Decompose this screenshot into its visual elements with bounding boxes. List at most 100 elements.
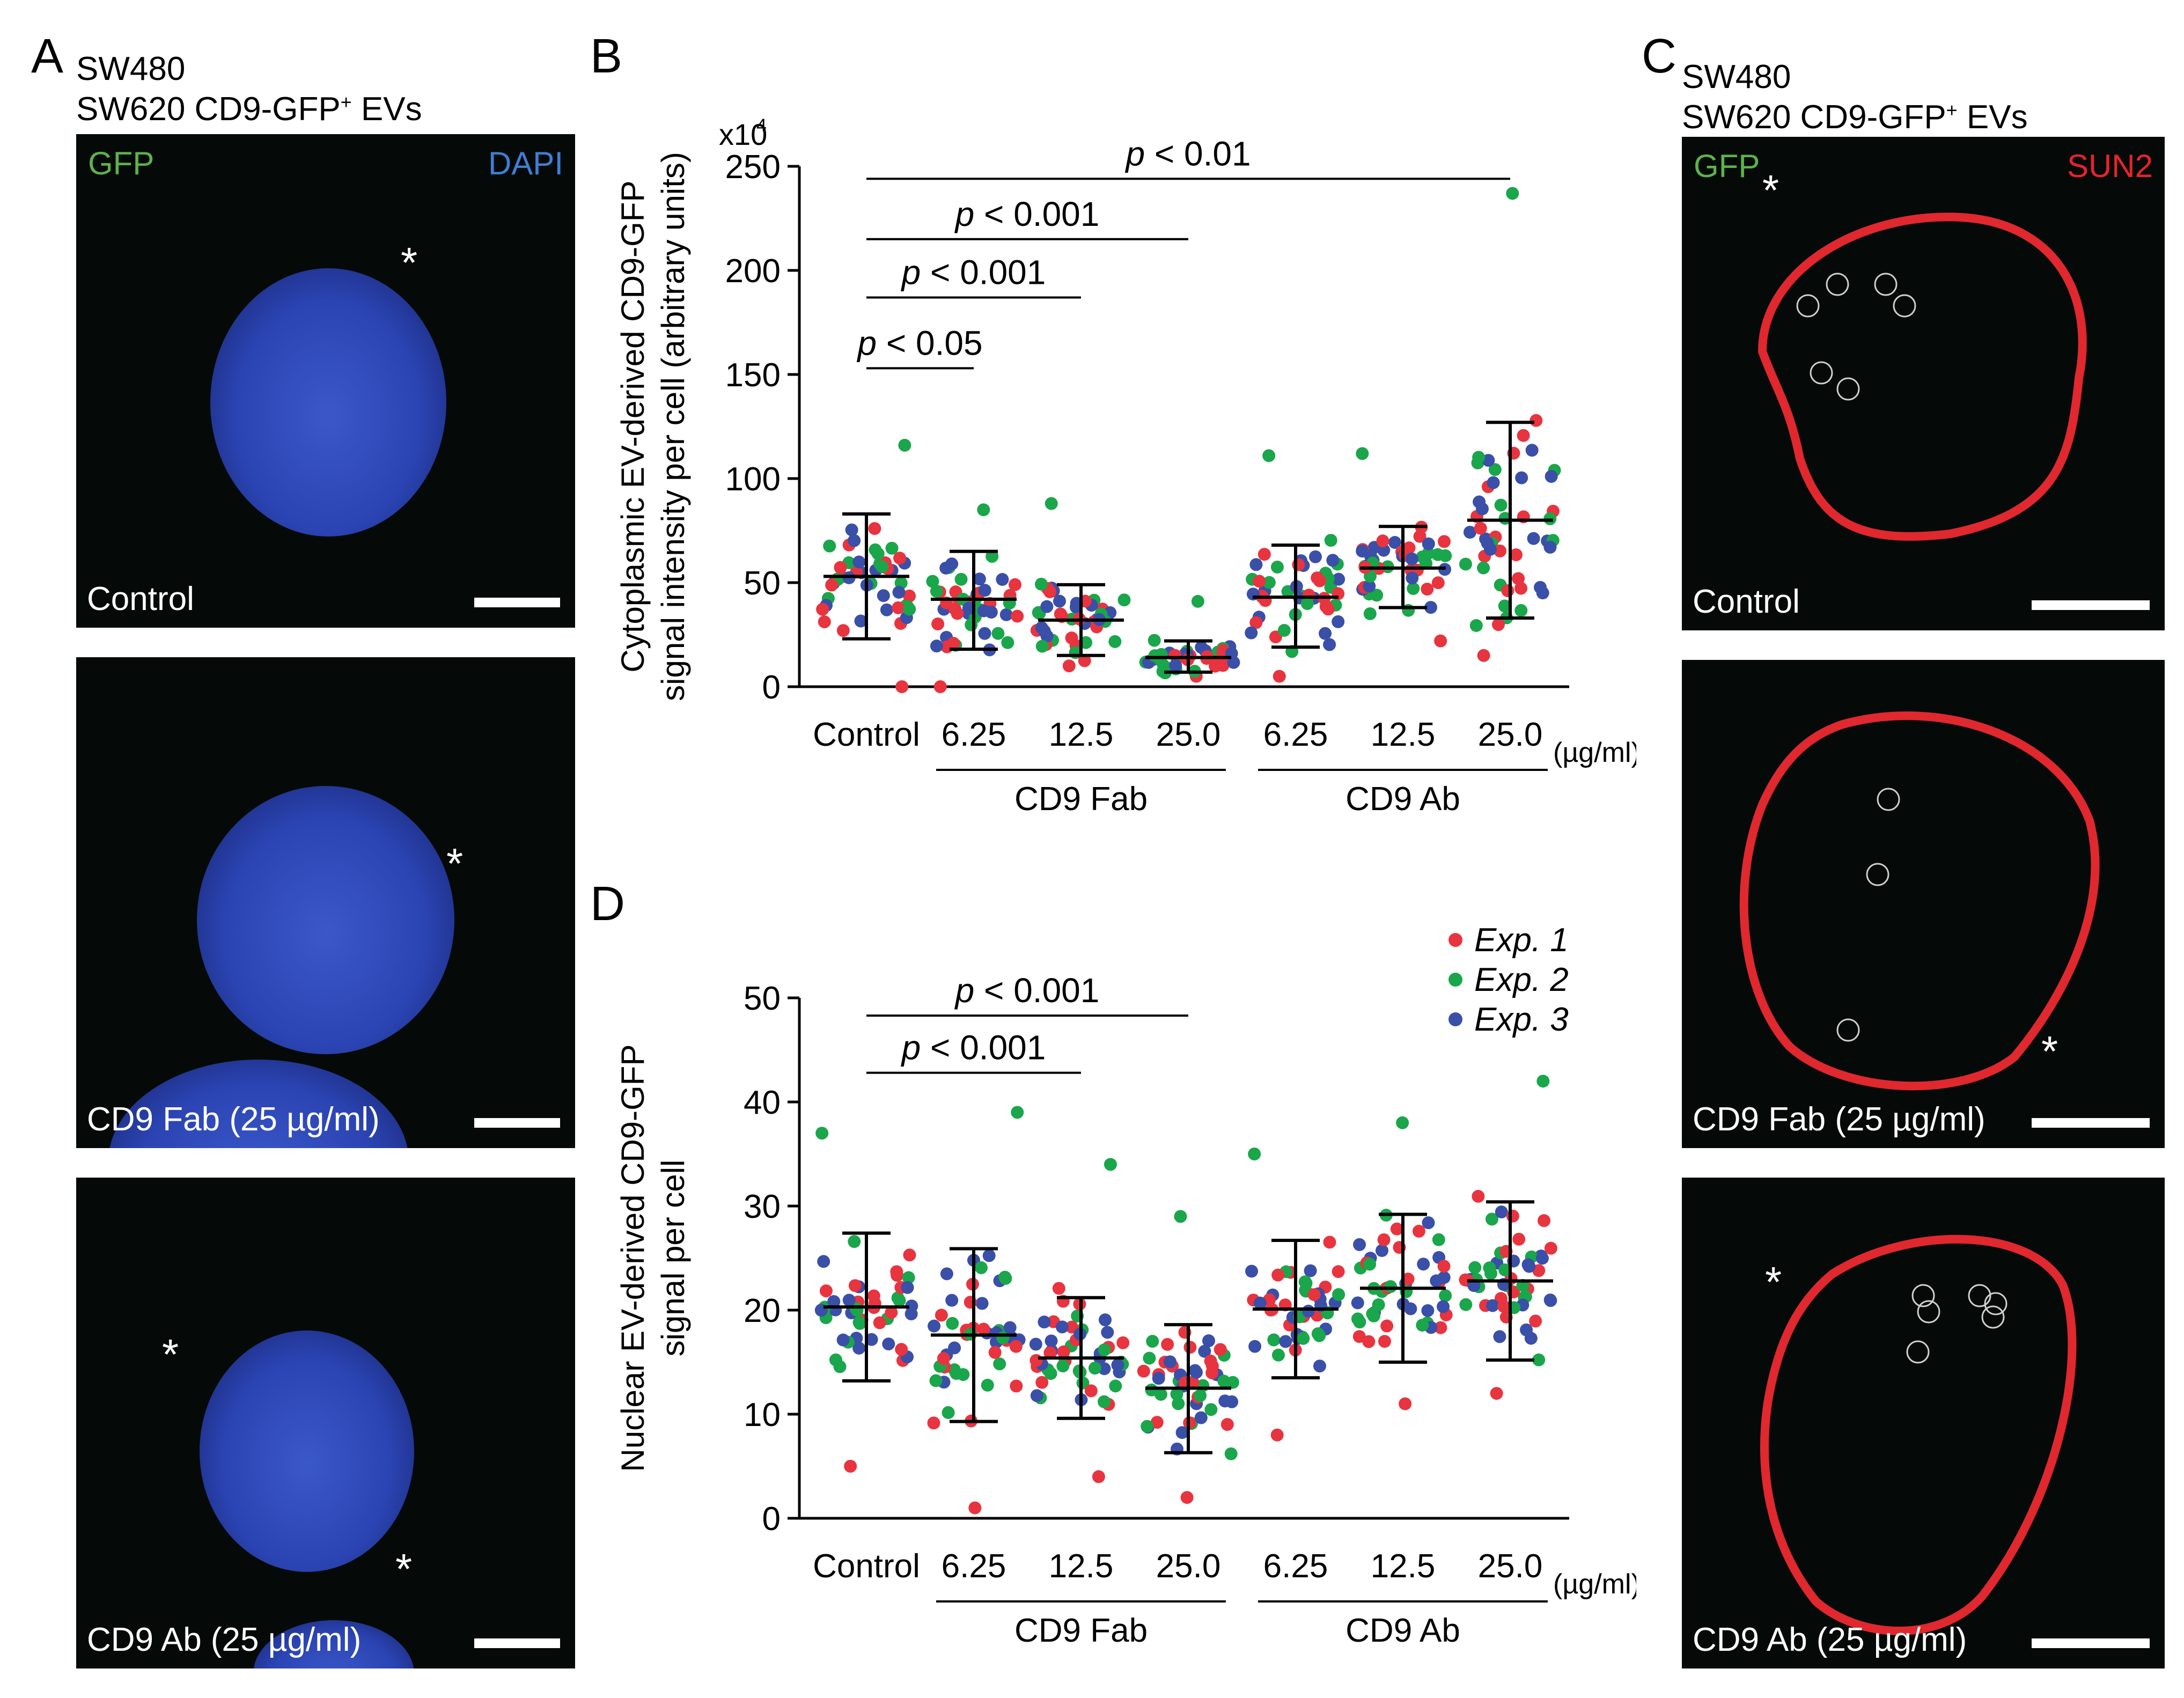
panel-c-header-line2: SW620 CD9-GFP+ EVs xyxy=(1682,99,2028,136)
legend-item-exp1: Exp. 1 xyxy=(1448,920,1569,960)
data-point xyxy=(1439,1289,1452,1303)
data-point xyxy=(819,1284,833,1298)
data-point xyxy=(852,555,866,569)
legend-item-exp2: Exp. 2 xyxy=(1448,960,1569,999)
data-point xyxy=(1477,649,1490,662)
data-point xyxy=(1154,1388,1167,1401)
data-point xyxy=(882,1337,895,1351)
y-tick-label: 20 xyxy=(744,1292,781,1329)
data-point xyxy=(1437,1260,1451,1273)
data-point xyxy=(1378,1335,1391,1348)
data-point xyxy=(1055,1320,1069,1334)
y-tick-label: 0 xyxy=(762,669,781,706)
data-point xyxy=(1416,1319,1429,1332)
panel-a-header-line1: SW480 xyxy=(76,50,186,87)
data-point xyxy=(1363,607,1377,620)
data-point xyxy=(1523,1260,1536,1273)
data-point xyxy=(1485,1212,1498,1226)
data-point xyxy=(1304,1264,1317,1277)
data-point xyxy=(1352,1330,1366,1343)
data-point xyxy=(1424,601,1437,614)
data-point xyxy=(1437,1300,1450,1313)
legend-swatch xyxy=(1448,933,1462,947)
data-point xyxy=(1431,548,1445,561)
scale-bar xyxy=(474,1118,560,1128)
data-point xyxy=(1062,659,1076,673)
panel-a-image-cd9-fab: * CD9 Fab (25 µg/ml) xyxy=(76,657,575,1148)
data-point xyxy=(895,680,909,693)
data-point xyxy=(1372,1298,1385,1312)
data-point xyxy=(1437,1271,1451,1284)
data-point xyxy=(1056,1359,1070,1373)
group-label: CD9 Fab xyxy=(1014,1612,1148,1649)
data-point xyxy=(1045,1334,1058,1348)
data-point xyxy=(1332,1265,1345,1278)
data-point xyxy=(1143,1351,1156,1365)
data-point xyxy=(939,561,953,575)
data-point xyxy=(1475,502,1489,516)
data-point xyxy=(931,618,945,631)
image-label: Control xyxy=(87,580,194,618)
data-point xyxy=(978,584,991,597)
data-point xyxy=(823,539,836,553)
x-category-label: 12.5 xyxy=(1371,716,1436,753)
data-point xyxy=(1422,537,1435,550)
data-point xyxy=(1321,602,1335,616)
data-point xyxy=(1413,530,1426,543)
image-label: Control xyxy=(1693,583,1800,620)
scale-bar xyxy=(2032,1118,2150,1128)
data-point xyxy=(1468,1261,1482,1274)
data-point xyxy=(1098,1395,1111,1408)
x-category-label: 25.0 xyxy=(1478,716,1543,753)
data-point xyxy=(1384,1280,1398,1293)
group-label: CD9 Fab xyxy=(1014,781,1148,818)
data-point xyxy=(845,523,858,536)
data-point xyxy=(1529,1314,1542,1328)
data-point xyxy=(1267,1333,1281,1347)
data-point xyxy=(1262,576,1276,589)
y-tick-label: 50 xyxy=(744,980,781,1017)
data-point xyxy=(1034,577,1048,591)
data-point xyxy=(1043,585,1056,599)
nucleus xyxy=(210,268,446,536)
data-point xyxy=(1248,1340,1262,1353)
data-point xyxy=(1030,1389,1043,1402)
data-point xyxy=(818,615,831,629)
data-point xyxy=(1141,1420,1154,1433)
nuclear-envelope-outline xyxy=(1760,1234,2077,1635)
data-point xyxy=(1434,634,1447,648)
data-point xyxy=(1108,635,1122,648)
data-point xyxy=(1270,560,1284,574)
data-point xyxy=(1249,558,1263,571)
data-point xyxy=(1375,1244,1388,1257)
nucleus xyxy=(197,786,454,1054)
y-axis-label-line1: Nuclear EV-derived CD9-GFP xyxy=(615,1045,651,1472)
data-point xyxy=(1512,1232,1526,1246)
data-point xyxy=(1308,550,1322,563)
data-point xyxy=(1271,1348,1285,1362)
image-label: CD9 Ab (25 µg/ml) xyxy=(87,1621,362,1658)
data-point xyxy=(951,607,964,620)
data-point xyxy=(890,1265,903,1278)
data-point xyxy=(1483,542,1497,556)
data-point xyxy=(1224,1447,1238,1460)
data-point xyxy=(1030,1354,1043,1367)
data-point xyxy=(996,1331,1010,1344)
x-category-label: 25.0 xyxy=(1478,1548,1543,1585)
panel-c-image-cd9-ab: * CD9 Ab (25 µg/ml) xyxy=(1682,1178,2165,1668)
data-point xyxy=(930,639,943,653)
data-point xyxy=(1258,548,1271,561)
data-point xyxy=(999,608,1013,621)
data-point xyxy=(1053,594,1066,608)
data-point xyxy=(1205,1359,1219,1373)
data-point xyxy=(1001,636,1014,649)
data-point xyxy=(1009,1340,1023,1353)
data-point xyxy=(836,624,850,637)
x-category-label: 12.5 xyxy=(1049,716,1114,753)
data-point xyxy=(1527,532,1540,545)
data-point xyxy=(1044,1367,1057,1380)
data-point xyxy=(975,1297,989,1310)
data-point xyxy=(1390,1222,1403,1236)
data-point xyxy=(1150,1416,1164,1429)
legend-swatch xyxy=(1448,973,1462,987)
